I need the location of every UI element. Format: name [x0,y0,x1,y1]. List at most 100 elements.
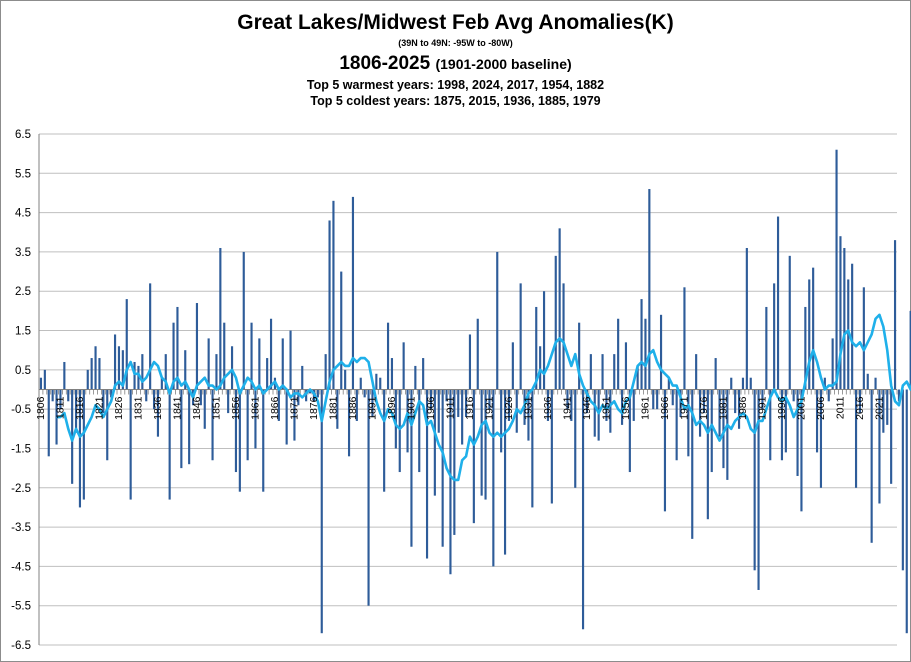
anomaly-bar [831,338,834,390]
x-tick-label: 1841 [171,396,183,420]
anomaly-bar [667,377,670,390]
anomaly-bar [168,389,171,500]
anomaly-bar [125,299,128,390]
anomaly-bar [433,389,436,496]
anomaly-bar [796,389,799,476]
x-tick-label: 1906 [425,396,437,420]
x-tick-label: 1946 [581,396,593,420]
anomaly-bar [324,354,327,390]
anomaly-bar [862,287,865,390]
anomaly-bar [102,389,105,414]
anomaly-bar [461,389,464,445]
anomaly-bar [480,389,483,496]
anomaly-bar [854,389,858,488]
anomaly-bar [519,283,522,390]
anomaly-bar [51,389,54,402]
anomaly-bar [745,247,748,390]
anomaly-bar [659,314,663,390]
anomaly-bar [546,389,550,421]
anomaly-bar [613,354,616,390]
x-tick-label: 1931 [522,396,534,420]
x-tick-label: 1896 [386,396,398,420]
x-tick-label: 1976 [698,396,710,420]
anomaly-bar [43,369,46,390]
anomaly-bar [765,306,768,390]
anomaly-bar [897,389,901,402]
anomaly-bar [710,389,713,473]
anomaly-bar [211,389,214,461]
anomaly-bar [238,389,241,492]
anomaly-bar [47,389,50,457]
anomaly-bar [656,389,659,410]
anomaly-bar [468,334,472,390]
y-tick-label: 5.5 [15,168,31,180]
anomaly-bar [457,389,460,418]
anomaly-bar [773,283,776,390]
anomaly-bar [133,361,136,390]
anomaly-bar [184,350,187,390]
anomaly-bar [511,342,514,390]
anomaly-bar [266,358,269,390]
anomaly-bar [909,310,911,390]
y-tick-label: -1.5 [11,443,31,455]
anomaly-bar [301,365,304,390]
anomaly-bar [176,306,179,390]
anomaly-bar [215,354,218,390]
anomaly-bar [702,389,706,414]
x-tick-label: 2006 [815,396,827,420]
x-tick-label: 1831 [132,396,144,420]
anomaly-bar [402,342,405,390]
anomaly-bar [262,389,265,492]
anomaly-bar [390,358,394,390]
anomaly-bar [383,389,386,492]
x-tick-label: 1911 [444,396,456,419]
anomaly-bar [129,389,132,500]
anomaly-bar [98,358,101,390]
anomaly-bar [636,365,639,390]
anomaly-bar [675,389,678,461]
y-tick-label: 2.5 [15,286,31,298]
anomaly-bar [566,389,569,410]
region-subtitle: (39N to 49N: -95W to -80W) [398,38,513,48]
anomaly-bar [550,389,553,504]
anomaly-bar [203,389,206,429]
anomaly-bar [648,189,651,390]
anomaly-bar [722,389,725,469]
anomaly-bar [866,373,869,390]
anomaly-bar [106,389,109,461]
x-tick-label: 1916 [464,396,476,420]
anomaly-bar [558,228,561,390]
anomaly-bar [761,389,764,410]
x-tick-label: 2001 [795,396,807,420]
anomaly-bar [94,346,97,390]
anomaly-bar [234,389,238,473]
anomaly-bar [137,365,140,390]
anomaly-bar [90,358,93,390]
anomaly-bar [620,389,624,425]
anomaly-bar [804,306,807,390]
y-tick-label: -5.5 [11,601,31,613]
anomaly-bar [113,334,117,390]
anomaly-bar [86,369,89,390]
anomaly-bar [449,389,452,575]
anomaly-bar [258,338,261,390]
anomaly-bar [890,389,893,484]
anomaly-bar [695,354,698,390]
x-tick-label: 1851 [210,396,222,420]
anomaly-bar [581,389,585,630]
anomaly-bar [464,389,468,418]
anomaly-bar [737,389,741,429]
x-tick-label: 2021 [873,396,885,420]
x-tick-label: 1861 [249,396,261,420]
anomaly-bar [605,389,608,421]
x-tick-label: 1956 [620,396,632,420]
x-tick-label: 1966 [659,396,671,420]
anomaly-bar [453,389,456,535]
anomaly-bar [901,389,904,571]
anomaly-bar [293,389,296,441]
anomaly-bar [730,377,733,390]
anomaly-bar [500,389,503,453]
title-block: Great Lakes/Midwest Feb Avg Anomalies(K)… [0,10,911,109]
anomaly-bar [687,389,690,457]
x-tick-label: 1986 [737,396,749,420]
